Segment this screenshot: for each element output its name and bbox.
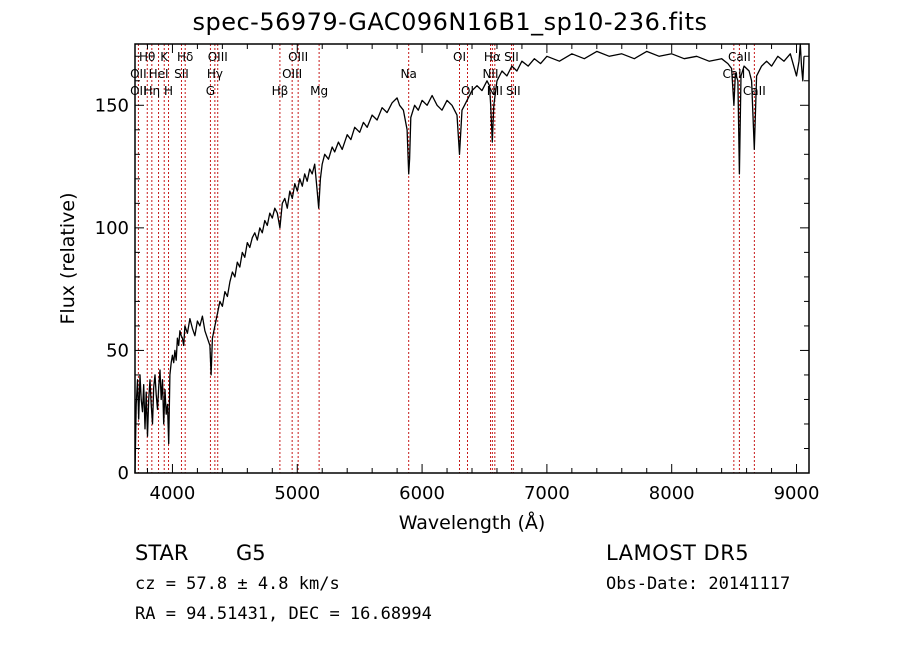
line-label: Hη [144, 84, 161, 98]
y-axis: 0 50 100 150 [95, 55, 809, 484]
x-tick-label: 4000 [150, 483, 196, 504]
x-axis-label: Wavelength (Å) [399, 511, 546, 534]
line-label: SII [174, 67, 189, 81]
x-tick-label: 8000 [649, 483, 695, 504]
line-label: Hβ [272, 84, 289, 98]
line-label: Mg [310, 84, 328, 98]
line-label: Hα [484, 50, 501, 64]
line-label: NII [482, 67, 498, 81]
survey-name: LAMOST DR5 [606, 541, 750, 565]
line-label: CaII [743, 84, 766, 98]
object-class: STAR [135, 541, 189, 565]
line-label: SII [504, 50, 519, 64]
y-tick-label: 150 [95, 95, 129, 116]
line-label: G [206, 84, 215, 98]
line-label: OIII [282, 67, 302, 81]
chart-title: spec-56979-GAC096N16B1_sp10-236.fits [192, 8, 708, 36]
line-label: Hγ [207, 67, 223, 81]
line-label: OI [461, 84, 474, 98]
line-label: K [160, 50, 169, 64]
y-tick-label: 0 [118, 463, 129, 484]
x-tick-label: 6000 [399, 483, 445, 504]
line-label: OIII [288, 50, 308, 64]
line-markers [137, 44, 755, 473]
line-label: OII [130, 67, 147, 81]
coordinates: RA = 94.51431, DEC = 16.68994 [135, 604, 432, 624]
line-label: CaII [722, 67, 745, 81]
plot-frame [134, 43, 810, 474]
line-label: Na [401, 67, 417, 81]
line-label: OI [453, 50, 466, 64]
redshift-velocity: cz = 57.8 ± 4.8 km/s [135, 574, 340, 594]
line-label: OIII [208, 50, 228, 64]
x-tick-label: 5000 [274, 483, 320, 504]
line-label: Hθ [139, 50, 155, 64]
line-label: SII [506, 84, 521, 98]
line-label: OII [130, 84, 147, 98]
x-axis: 4000 5000 6000 7000 8000 9000 [146, 44, 820, 504]
line-label: NII [487, 84, 503, 98]
x-tick-label: 9000 [774, 483, 820, 504]
y-axis-label: Flux (relative) [57, 192, 79, 324]
x-tick-label: 7000 [524, 483, 570, 504]
observation-date: Obs-Date: 20141117 [606, 574, 791, 594]
spectrum-series [134, 43, 805, 474]
line-label: Hδ [177, 50, 193, 64]
line-label: HeI [149, 67, 169, 81]
object-subclass: G5 [236, 541, 266, 565]
y-tick-label: 100 [95, 218, 129, 239]
spectrum-line [134, 43, 805, 474]
line-label: CaII [728, 50, 751, 64]
line-label: H [164, 84, 173, 98]
y-tick-label: 50 [106, 340, 129, 361]
